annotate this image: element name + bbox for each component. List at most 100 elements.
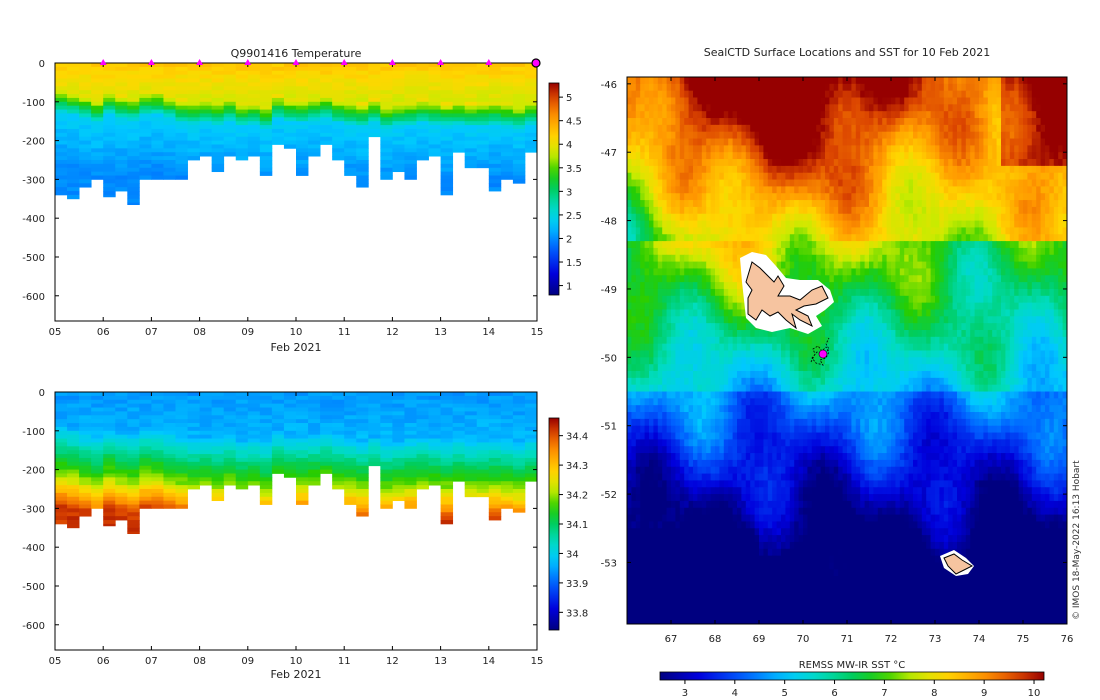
profile-cell (476, 477, 490, 482)
sst-cell (772, 172, 778, 181)
sst-cell (864, 227, 870, 235)
profile-cell (79, 395, 92, 401)
profile-cell (344, 66, 357, 72)
profile-cell (139, 411, 152, 416)
profile-cell (67, 442, 80, 447)
profile-cell (404, 485, 417, 490)
profile-cell (139, 504, 152, 509)
sst-cell (838, 227, 844, 235)
profile-cell (488, 454, 502, 459)
profile-cell (151, 481, 164, 486)
sst-cell (710, 241, 716, 249)
sst-cell (930, 165, 936, 174)
sst-cell (693, 159, 698, 167)
sst-cell (965, 145, 971, 153)
sst-cell (877, 152, 883, 160)
sst-cell (789, 206, 795, 215)
sst-cell (908, 206, 914, 215)
sst-cell (671, 152, 676, 160)
profile-cell (271, 105, 285, 110)
sst-cell (983, 186, 989, 194)
sst-cell (855, 83, 861, 92)
sst-cell (873, 131, 879, 140)
sst-cell (750, 220, 756, 228)
sst-cell (1053, 200, 1059, 208)
sst-cell (935, 220, 940, 228)
sst-cell (1053, 124, 1059, 133)
sst-cell (974, 111, 980, 119)
profile-cell (175, 419, 188, 424)
profile-cell (344, 457, 357, 463)
sst-cell (864, 90, 870, 99)
sst-cell (688, 172, 694, 181)
profile-cell (440, 403, 454, 408)
profile-cell (115, 74, 128, 79)
profile-cell (55, 426, 68, 432)
sst-cell (741, 131, 747, 140)
profile-cell (356, 492, 369, 498)
profile-cell (139, 473, 152, 478)
profile-cell (115, 159, 128, 165)
sst-cell (807, 200, 813, 208)
sst-cell (1005, 213, 1011, 222)
sst-cell (961, 213, 967, 222)
profile-cell (404, 128, 417, 134)
profile-cell (151, 488, 164, 494)
profile-cell (488, 465, 502, 470)
sst-cell (957, 172, 962, 181)
profile-cell (223, 140, 237, 145)
sst-cell (785, 227, 791, 235)
sst-cell (671, 186, 676, 194)
sst-cell (877, 206, 883, 215)
sst-cell (882, 200, 888, 208)
profile-cell (380, 148, 393, 153)
profile-cell (115, 392, 128, 397)
profile-cell (163, 90, 176, 95)
profile-cell (115, 97, 128, 103)
profile-cell (127, 430, 140, 436)
sst-cell (873, 193, 879, 201)
profile-cell (356, 117, 369, 122)
profile-cell (464, 399, 478, 405)
sst-cell (754, 118, 760, 126)
sst-cell (921, 111, 927, 119)
profile-cell (199, 419, 213, 424)
sst-cell (1062, 145, 1067, 153)
sst-cell (1018, 111, 1024, 119)
sst-cell (855, 227, 861, 235)
profile-cell (55, 175, 68, 180)
sst-cell (688, 124, 694, 133)
sst-cell (811, 97, 817, 105)
sst-cell (701, 206, 707, 215)
profile-cell (67, 171, 80, 176)
sst-cell (952, 159, 958, 167)
profile-cell (259, 457, 273, 463)
profile-cell (392, 94, 405, 99)
sst-cell (653, 241, 659, 249)
sst-cell (745, 227, 751, 235)
profile-cell (452, 117, 466, 122)
sst-cell (666, 152, 672, 160)
profile-cell (175, 152, 188, 157)
profile-cell (488, 426, 502, 432)
sst-cell (921, 220, 927, 228)
profile-cell (55, 183, 68, 188)
sst-cell (961, 111, 967, 119)
sst-cell (899, 227, 905, 235)
sst-cell (741, 206, 747, 215)
sst-cell (776, 152, 782, 160)
profile-cell (308, 63, 321, 68)
profile-cell (476, 86, 490, 91)
profile-cell (308, 97, 321, 103)
sst-cell (631, 234, 637, 242)
profile-cell (404, 70, 417, 76)
sst-cell (847, 90, 852, 99)
sst-cell (807, 234, 813, 242)
profile-cell (67, 109, 80, 114)
sst-cell (803, 206, 808, 215)
sst-cell (1036, 179, 1042, 187)
profile-cell (247, 148, 261, 153)
sst-cell (1009, 138, 1015, 146)
sst-cell (679, 200, 685, 208)
sst-cell (662, 131, 668, 140)
